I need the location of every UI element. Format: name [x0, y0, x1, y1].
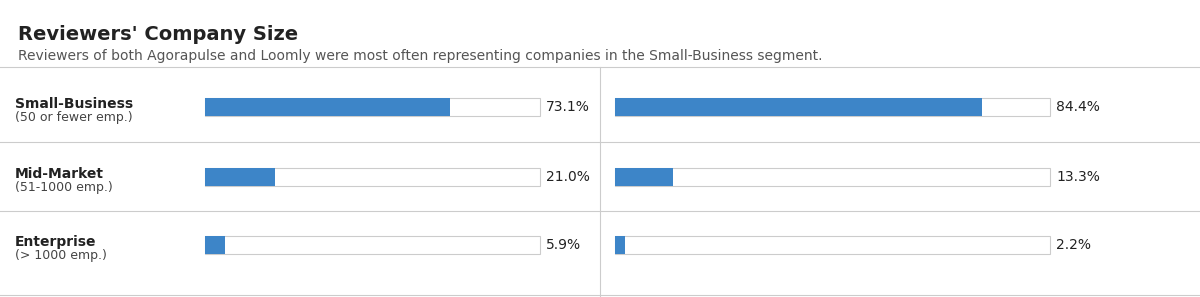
Text: Reviewers of both Agorapulse and Loomly were most often representing companies i: Reviewers of both Agorapulse and Loomly … [18, 49, 822, 63]
Bar [616, 236, 1050, 254]
Bar [205, 98, 450, 116]
Text: (50 or fewer emp.): (50 or fewer emp.) [14, 111, 133, 124]
Text: Small-Business: Small-Business [14, 97, 133, 111]
Text: 84.4%: 84.4% [1056, 100, 1100, 114]
Text: 21.0%: 21.0% [546, 170, 590, 184]
Text: Reviewers' Company Size: Reviewers' Company Size [18, 25, 298, 44]
Bar [205, 168, 275, 186]
Bar [616, 236, 624, 254]
Bar [205, 236, 540, 254]
Text: Mid-Market: Mid-Market [14, 167, 104, 181]
Bar [616, 168, 673, 186]
Text: 2.2%: 2.2% [1056, 238, 1091, 252]
Text: Enterprise: Enterprise [14, 235, 96, 249]
Text: 5.9%: 5.9% [546, 238, 581, 252]
Text: 73.1%: 73.1% [546, 100, 590, 114]
Text: (51-1000 emp.): (51-1000 emp.) [14, 181, 113, 195]
Bar [616, 98, 1050, 116]
Bar [616, 168, 1050, 186]
Text: (> 1000 emp.): (> 1000 emp.) [14, 249, 107, 263]
Bar [205, 98, 540, 116]
Text: 13.3%: 13.3% [1056, 170, 1100, 184]
Bar [616, 98, 982, 116]
Bar [205, 236, 224, 254]
Bar [205, 168, 540, 186]
